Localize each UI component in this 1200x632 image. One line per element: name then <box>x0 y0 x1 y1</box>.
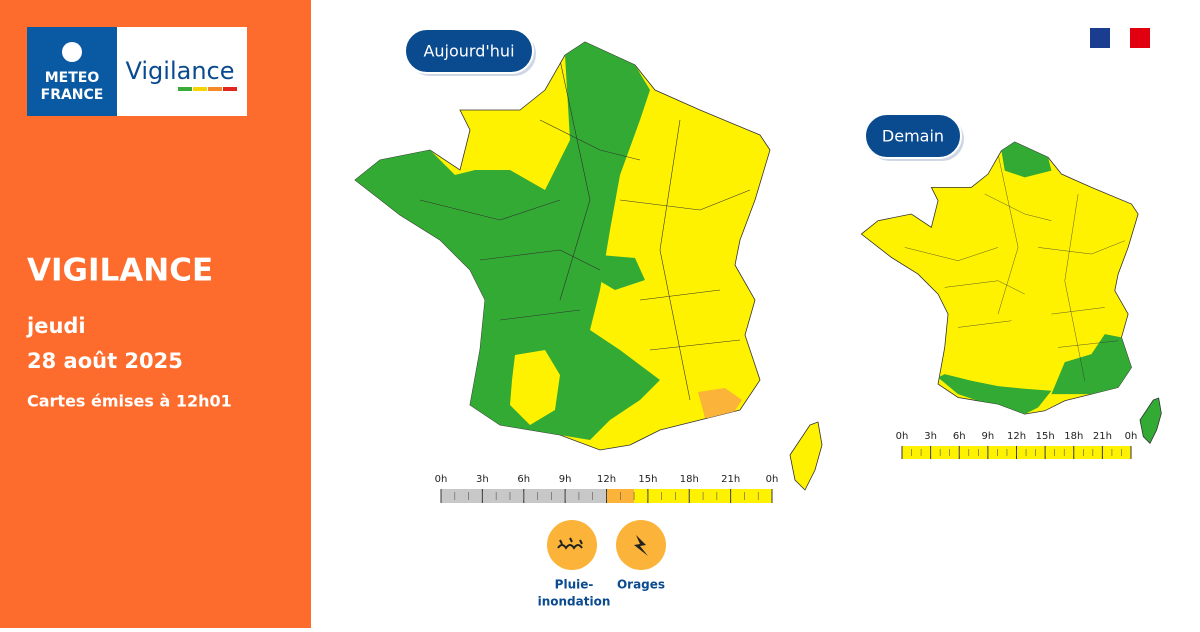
hazard-label: Orages <box>617 578 665 592</box>
flag <box>1090 28 1110 48</box>
timeline-tick-label: 15h <box>638 474 657 485</box>
date: 28 août 2025 <box>27 349 183 373</box>
flag <box>1130 28 1150 48</box>
logo-brand: FRANCE <box>41 87 104 103</box>
timeline-tick-label: 18h <box>680 474 699 485</box>
pill <box>404 28 534 74</box>
timeline-tick-label: 9h <box>982 431 995 442</box>
timeline-tick-label: 0h <box>1125 431 1138 442</box>
hazard-label: inondation <box>538 595 611 609</box>
logo-brand: METEO <box>45 70 100 86</box>
timeline-tick-label: 0h <box>435 474 448 485</box>
flag <box>1110 28 1130 48</box>
storm-glyph <box>634 535 648 556</box>
timeline-tick-label: 3h <box>476 474 489 485</box>
timeline-tick-label: 0h <box>766 474 779 485</box>
timeline-tick-label: 12h <box>1007 431 1026 442</box>
day: jeudi <box>26 314 86 338</box>
timeline-tick-label: 9h <box>559 474 572 485</box>
timeline-tick-label: 3h <box>924 431 937 442</box>
map-label: Aujourd'hui <box>423 42 514 61</box>
logo-bar <box>193 87 207 91</box>
timeline-tick-label: 6h <box>953 431 966 442</box>
rain-glyph <box>557 537 583 550</box>
timeline-tick-label: 18h <box>1064 431 1083 442</box>
issued: Cartes émises à 12h01 <box>27 392 232 411</box>
map-today <box>354 41 823 491</box>
timeline-tick-label: 21h <box>1093 431 1112 442</box>
logo-bar <box>208 87 222 91</box>
timeline-tick-label: 12h <box>597 474 616 485</box>
hazard-label: Pluie- <box>555 578 594 592</box>
title: VIGILANCE <box>27 253 213 289</box>
timeline-tick-label: 15h <box>1036 431 1055 442</box>
logo-bar <box>223 87 237 91</box>
pill <box>864 113 962 159</box>
map-tomorrow <box>860 141 1139 415</box>
logo-bar <box>178 87 192 91</box>
timeline-tick-label: 6h <box>517 474 530 485</box>
map-label: Demain <box>882 127 944 146</box>
logo-product: Vigilance <box>125 57 234 85</box>
logo-emblem <box>62 42 82 62</box>
timeline-tick-label: 0h <box>896 431 909 442</box>
timeline-tick-label: 21h <box>721 474 740 485</box>
logo-mark <box>27 27 117 116</box>
